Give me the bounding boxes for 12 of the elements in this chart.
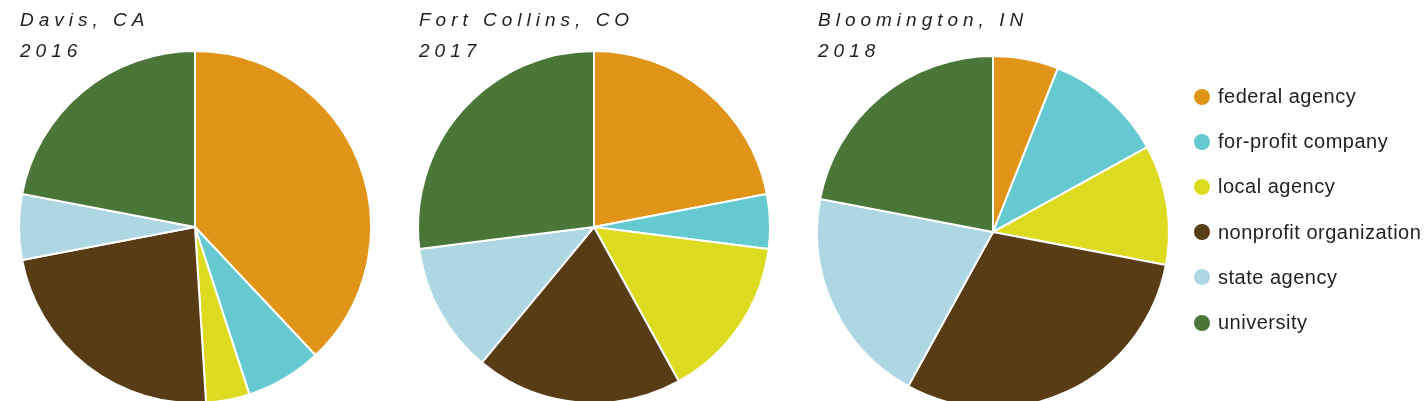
chart-title: Bloomington, IN (818, 9, 1029, 30)
chart-subtitle: 2016 (20, 40, 83, 61)
chart-subtitle: 2017 (419, 40, 482, 61)
legend-label: local agency (1218, 175, 1336, 199)
chart-subtitle: 2018 (818, 40, 881, 61)
legend-label: federal agency (1218, 85, 1357, 109)
legend-label: for-profit company (1218, 130, 1389, 154)
legend-label: nonprofit organization (1218, 220, 1422, 244)
legend-label: university (1218, 311, 1308, 335)
chart-title: Davis, CA (20, 9, 150, 30)
legend-label: state agency (1218, 265, 1338, 289)
chart-title: Fort Collins, CO (419, 9, 635, 30)
